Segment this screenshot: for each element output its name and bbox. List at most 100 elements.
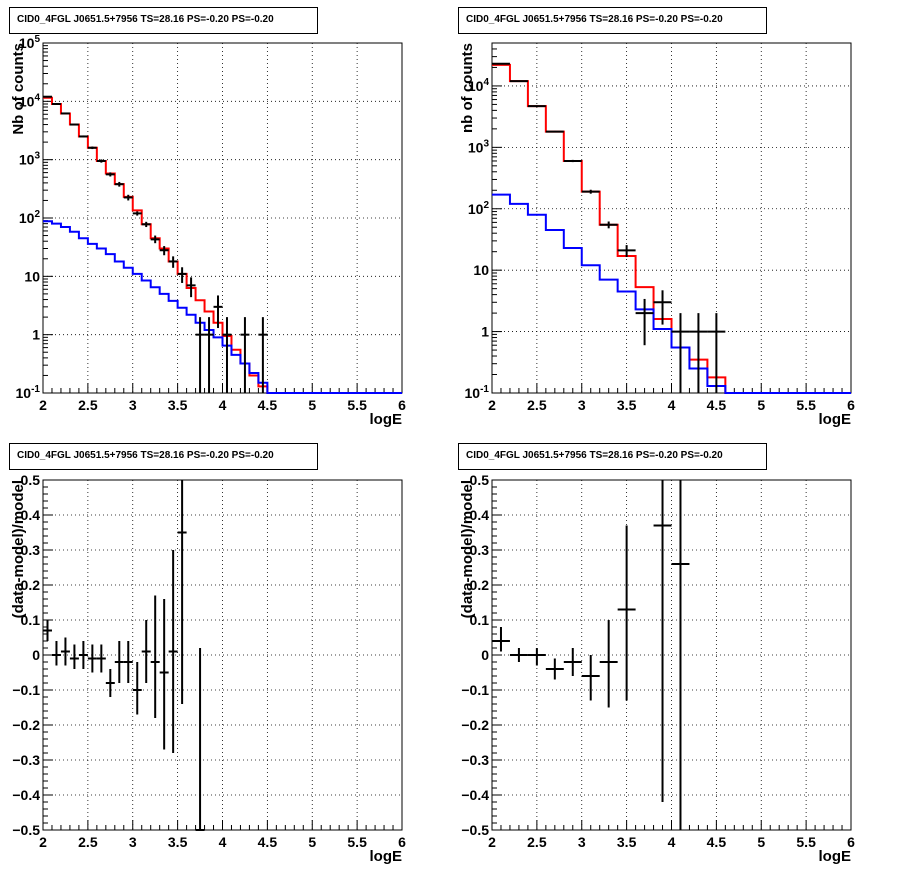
x-tick-label: 6 — [847, 397, 855, 413]
data-point — [258, 317, 268, 393]
data-point — [60, 637, 70, 666]
data-point — [240, 317, 250, 393]
plot-panel-top-left: 2 2.5 3 3.5 4 4.5 5 5.5 610-1110102103104105logE… — [10, 34, 406, 428]
x-tick-label: 4 — [219, 834, 227, 850]
data-point — [150, 595, 160, 718]
y-tick-exponent: 3 — [34, 151, 40, 162]
y-tick-label: −0.5 — [461, 822, 489, 838]
x-tick-label: 4 — [668, 834, 676, 850]
y-tick-label: 104 — [468, 77, 490, 94]
x-tick-label: 3.5 — [617, 834, 637, 850]
y-tick-exponent: 5 — [34, 34, 40, 45]
model-histogram-blue — [43, 220, 402, 394]
y-tick-label: 0.1 — [21, 612, 41, 628]
y-tick-label: 105 — [19, 34, 41, 51]
data-point — [168, 550, 178, 753]
y-tick-label: 10-1 — [16, 384, 41, 401]
data-point — [141, 221, 151, 228]
y-tick-label: 0.5 — [470, 472, 490, 488]
y-tick-base: 10 — [19, 93, 35, 109]
x-tick-label: 2.5 — [527, 834, 547, 850]
y-tick-label: −0.3 — [461, 752, 489, 768]
data-point — [671, 313, 690, 393]
data-point — [177, 480, 187, 704]
y-tick-exponent: 4 — [483, 77, 489, 88]
y-tick-label: 0.4 — [21, 507, 41, 523]
y-tick-exponent: 4 — [34, 92, 40, 103]
x-tick-label: 3.5 — [168, 397, 188, 413]
x-tick-label: 4 — [219, 397, 227, 413]
x-tick-label: 5.5 — [347, 397, 367, 413]
x-tick-label: 4.5 — [707, 834, 727, 850]
data-point — [114, 181, 124, 187]
y-tick-label: 1 — [32, 327, 40, 343]
y-tick-label: −0.2 — [461, 717, 489, 733]
title-bottom-left: CID0_4FGL J0651.5+7956 TS=28.16 PS=-0.20… — [9, 443, 318, 470]
data-point — [96, 159, 106, 163]
data-point — [617, 525, 636, 701]
y-tick-label: 0.3 — [21, 542, 41, 558]
y-axis-label: (data-model)/model — [459, 480, 476, 618]
y-tick-label: 103 — [468, 138, 490, 155]
title-top-right: CID0_4FGL J0651.5+7956 TS=28.16 PS=-0.20… — [458, 7, 767, 34]
data-point — [43, 95, 52, 98]
y-tick-base: 10 — [465, 385, 481, 401]
data-point — [563, 159, 582, 163]
y-tick-base: 10 — [468, 78, 484, 94]
data-point — [509, 648, 528, 662]
data-point — [69, 644, 79, 669]
y-tick-label: 0 — [32, 647, 40, 663]
y-tick-base: 10 — [468, 139, 484, 155]
x-tick-label: 2 — [488, 834, 496, 850]
x-tick-label: 5 — [757, 834, 765, 850]
y-tick-label: 0.1 — [470, 612, 490, 628]
y-axis-label: Nb of counts — [10, 43, 27, 135]
x-tick-label: 5.5 — [347, 834, 367, 850]
y-tick-base: 10 — [19, 210, 35, 226]
data-point — [545, 130, 564, 133]
y-tick-label: −0.4 — [461, 787, 489, 803]
y-tick-exponent: 3 — [483, 138, 489, 149]
x-tick-label: 5 — [308, 397, 316, 413]
x-tick-label: 4 — [668, 397, 676, 413]
data-point — [635, 298, 654, 346]
x-tick-label: 5.5 — [796, 397, 816, 413]
data-point — [653, 290, 672, 325]
x-axis-label: logE — [819, 848, 852, 865]
data-point — [43, 620, 52, 641]
data-point — [213, 295, 223, 329]
data-point — [599, 221, 618, 229]
y-axis-label: nb of counts — [459, 43, 476, 133]
y-tick-label: 0.3 — [470, 542, 490, 558]
data-point — [159, 246, 169, 256]
y-tick-label: 0.4 — [470, 507, 490, 523]
data-point — [123, 194, 133, 201]
plot-panel-bottom-left: 2 2.5 3 3.5 4 4.5 5 5.5 6 −0.5 −0.4 −0.3 −0.2 −0.1 0 0.… — [10, 472, 406, 865]
y-tick-exponent: 2 — [483, 200, 489, 211]
data-point — [707, 313, 726, 393]
y-tick-base: 10 — [19, 35, 35, 51]
data-point — [195, 317, 205, 393]
y-tick-exponent: -1 — [480, 384, 489, 395]
y-tick-label: 0 — [481, 647, 489, 663]
data-point — [599, 620, 618, 708]
data-point — [87, 644, 97, 673]
data-point — [671, 480, 690, 830]
data-point — [114, 641, 124, 683]
data-point — [545, 658, 564, 680]
data-point — [509, 80, 528, 83]
y-tick-exponent: -1 — [31, 384, 40, 395]
data-point — [177, 267, 187, 283]
y-tick-base: 10 — [19, 152, 35, 168]
data-point — [123, 641, 133, 683]
plot-panel-top-right: 2 2.5 3 3.5 4 4.5 5 5.5 610-1110102103104logEnb … — [459, 42, 855, 428]
data-point — [51, 103, 61, 106]
x-axis-label: logE — [370, 411, 403, 428]
y-tick-label: 103 — [19, 151, 41, 168]
data-point — [96, 644, 106, 673]
y-tick-label: −0.4 — [12, 787, 40, 803]
data-point — [563, 648, 582, 676]
data-point — [132, 662, 142, 715]
x-tick-label: 3.5 — [617, 397, 637, 413]
